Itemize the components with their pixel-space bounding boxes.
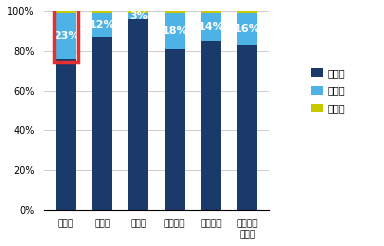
Bar [201,41,221,210]
Bar [237,13,257,45]
Text: 23%: 23% [53,31,79,41]
Bar [128,13,148,19]
Bar [92,13,112,37]
Text: 14%: 14% [197,22,224,32]
Text: 12%: 12% [89,20,116,30]
Bar [92,11,112,13]
Text: 16%: 16% [234,24,260,34]
Bar [165,49,185,210]
Bar [128,11,148,13]
Bar [201,13,221,41]
Bar [56,13,76,59]
Bar [56,59,76,210]
Bar [237,11,257,13]
Text: 3%: 3% [129,11,148,21]
Bar [165,13,185,49]
Bar [165,11,185,13]
Bar [92,37,112,210]
Text: 18%: 18% [161,26,188,36]
Bar [237,45,257,210]
Legend: 男性用, 女性用, その他: 男性用, 女性用, その他 [308,64,349,117]
Bar [56,11,76,13]
Bar [54,8,78,62]
Bar [201,11,221,13]
Bar [128,19,148,210]
